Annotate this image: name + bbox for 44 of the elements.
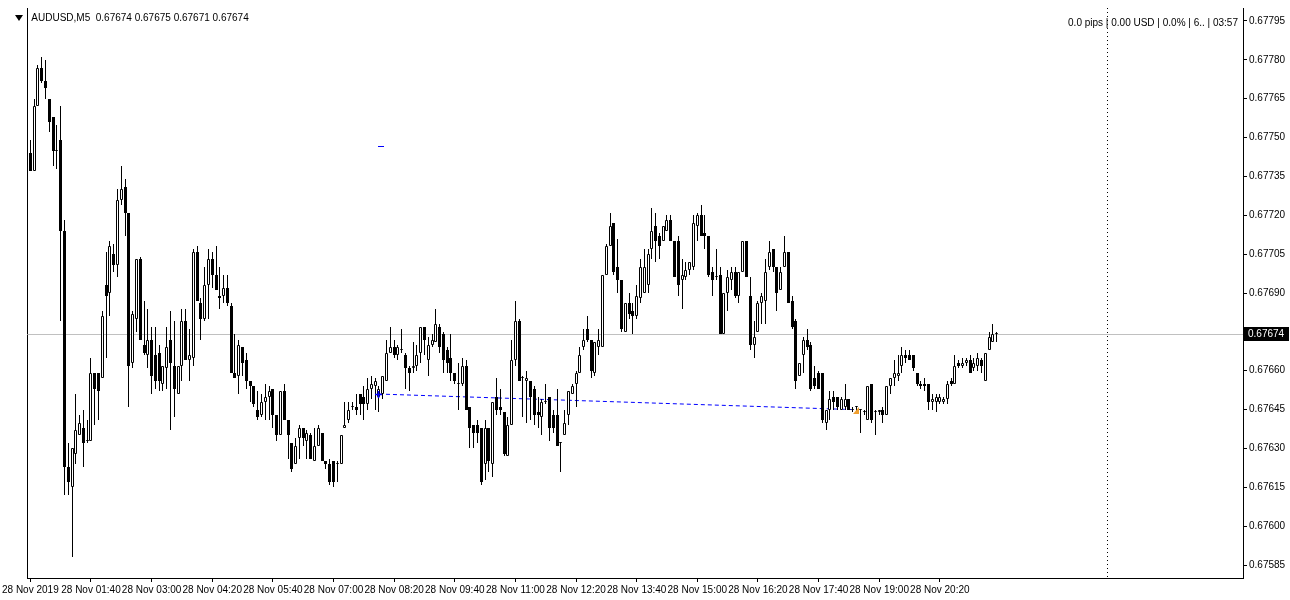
- y-tick-label: 0.67645: [1249, 403, 1286, 415]
- x-tick-label: 28 Nov 13:40: [606, 583, 667, 595]
- y-tick-label: 0.67705: [1249, 247, 1286, 259]
- x-tick-label: 28 Nov 16:20: [728, 583, 789, 595]
- x-tick-label: 28 Nov 05:40: [243, 583, 304, 595]
- x-tick-label: 28 Nov 11:00: [486, 583, 546, 595]
- x-tick-label: 28 Nov 04:20: [182, 583, 243, 595]
- candlestick: [703, 215, 706, 249]
- x-tick-label: 28 Nov 07:00: [303, 583, 364, 595]
- x-tick-label: 28 Nov 01:40: [61, 583, 122, 595]
- y-tick-label: 0.67780: [1249, 53, 1286, 65]
- candlestick: [874, 410, 877, 435]
- y-tick-label: 0.67720: [1249, 209, 1286, 221]
- candlestick: [525, 371, 528, 423]
- y-tick-label: 0.67585: [1249, 558, 1286, 570]
- y-tick-label: 0.67600: [1249, 519, 1286, 531]
- candlestick: [400, 329, 403, 353]
- x-tick-label: 28 Nov 15:00: [667, 583, 728, 595]
- candlestick: [715, 249, 718, 280]
- candlestick: [55, 125, 58, 169]
- candlestick: [218, 267, 221, 309]
- y-tick-label: 0.67765: [1249, 92, 1286, 104]
- y-tick-label: 0.67630: [1249, 442, 1286, 454]
- candlestick: [457, 363, 460, 410]
- y-tick-label: 0.67615: [1249, 481, 1286, 493]
- x-tick-label: 28 Nov 09:40: [425, 583, 485, 595]
- x-tick-label: 28 Nov 17:40: [788, 583, 849, 595]
- y-tick-label: 0.67750: [1249, 131, 1286, 143]
- x-tick-label: 28 Nov 03:00: [121, 583, 182, 595]
- x-tick-label: 28 Nov 19:00: [849, 583, 910, 595]
- chart-title: AUDUSD,M5 0.67674 0.67675 0.67671 0.67674: [31, 11, 250, 23]
- x-tick-label: 28 Nov 2019: [2, 583, 60, 595]
- x-tick-label: 28 Nov 08:20: [364, 583, 425, 595]
- y-tick-label: 0.67690: [1249, 286, 1286, 298]
- y-tick-label: 0.67660: [1249, 364, 1286, 376]
- candlestick: [544, 384, 547, 404]
- candlestick: [995, 332, 998, 342]
- candlestick: [859, 409, 862, 433]
- candlestick: [537, 397, 540, 428]
- y-tick-label: 0.67795: [1249, 14, 1286, 26]
- x-tick-label: 28 Nov 20:20: [910, 583, 971, 595]
- x-tick-label: 28 Nov 12:20: [546, 583, 607, 595]
- ref-line-label: 0.67674: [1248, 328, 1285, 340]
- y-tick-label: 0.67735: [1249, 170, 1286, 182]
